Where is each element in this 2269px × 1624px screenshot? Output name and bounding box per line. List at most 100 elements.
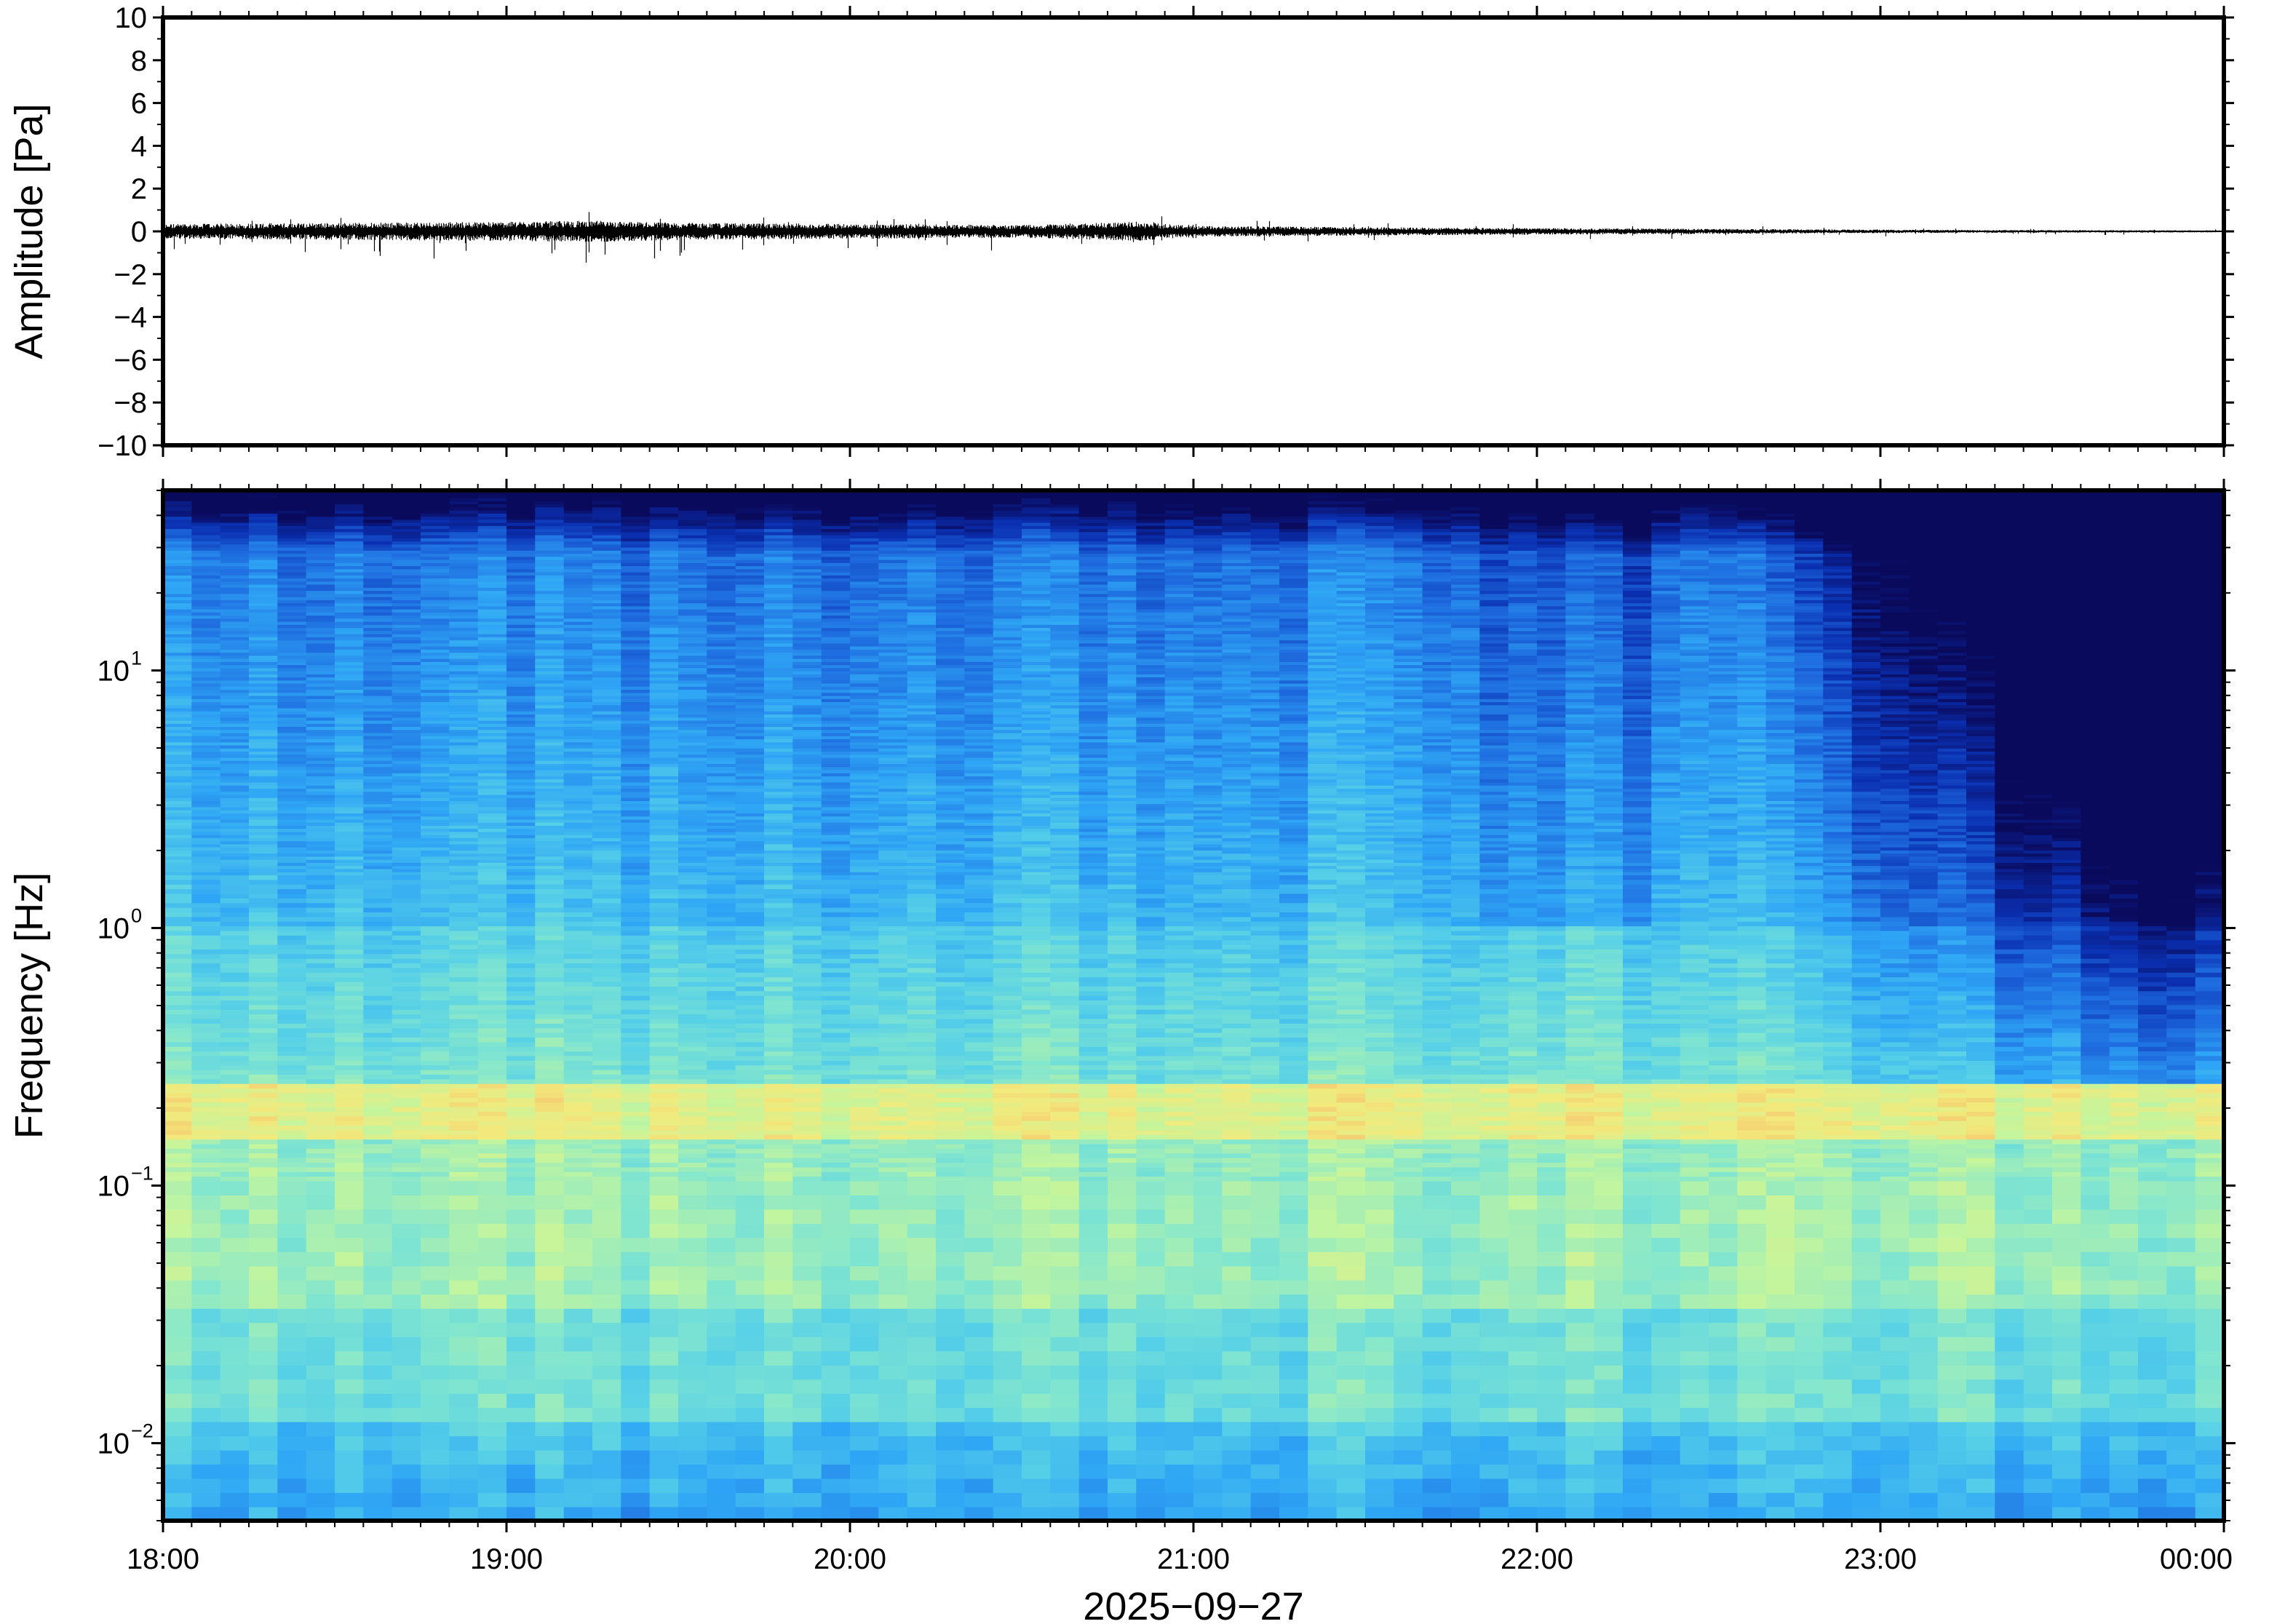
waveform-frame [161,15,2226,447]
heatmap-cell [163,1350,193,1366]
heatmap-cell [735,1237,765,1252]
heatmap-cell [592,850,622,854]
heatmap-cell [592,661,622,666]
heatmap-cell [649,800,679,805]
heatmap-cell [621,1009,651,1015]
heatmap-cell [592,781,622,786]
heatmap-cell [277,976,307,982]
heatmap-cell [678,1088,708,1094]
heatmap-cell [249,1018,279,1024]
heatmap-cell [277,967,307,973]
heatmap-cell [764,736,794,739]
heatmap-cell [449,640,479,644]
heatmap-cell [163,1148,193,1154]
heatmap-cell [649,1083,679,1089]
heatmap-cell [506,967,536,973]
heatmap-cell [392,773,421,776]
heatmap-cell [249,1083,279,1089]
heatmap-cell [535,1125,565,1131]
heatmap-cell [306,1265,335,1281]
heatmap-cell [792,1322,822,1337]
heatmap-cell [220,571,250,576]
heatmap-cell [735,763,765,768]
heatmap-cell [477,949,507,955]
heatmap-cell [592,544,622,548]
heatmap-cell [249,559,279,563]
heatmap-cell [363,995,393,1000]
heatmap-cell [707,506,736,511]
heatmap-cell [449,1083,479,1089]
heatmap-cell [735,819,765,823]
heatmap-cell [707,600,736,604]
heatmap-cell [392,1041,421,1047]
heatmap-cell [735,1492,765,1508]
heatmap-cell [649,819,679,823]
heatmap-cell [563,689,593,693]
heatmap-cell [678,828,708,832]
heatmap-cell [621,828,651,832]
heatmap-cell [306,491,335,495]
heatmap-cell [392,760,421,764]
heatmap-cell [477,828,507,832]
heatmap-cell [563,1506,593,1521]
heatmap-cell [621,1143,651,1149]
heatmap-cell [563,1148,593,1154]
heatmap-cell [563,541,593,545]
heatmap-cell [249,568,279,573]
y-tick-label: −10 [98,430,147,462]
heatmap-cell [249,760,279,764]
heatmap-cell [421,840,450,845]
heatmap-cell [678,717,708,721]
heatmap-cell [421,779,450,783]
heatmap-cell [363,748,393,752]
heatmap-cell [621,513,651,517]
heatmap-cell [421,748,450,752]
heatmap-cell [249,704,279,709]
heatmap-cell [249,1265,279,1281]
heatmap-cell [707,741,736,746]
heatmap-cell [449,1350,479,1366]
heatmap-cell [592,1157,622,1163]
heatmap-cell [335,556,365,560]
heatmap-cell [277,879,307,885]
heatmap-cell [421,686,450,690]
heatmap-cell [707,788,736,792]
heatmap-cell [735,652,765,656]
heatmap-cell [363,1060,393,1066]
heatmap-cell [421,816,450,820]
heatmap-cell [220,1074,250,1080]
heatmap-cell [563,846,593,851]
heatmap-cell [449,773,479,776]
heatmap-cell [421,785,450,789]
heatmap-cell [506,692,536,696]
heatmap-cell [220,581,250,585]
heatmap-cell [592,748,622,752]
heatmap-cell [678,853,708,857]
heatmap-cell [392,972,421,978]
heatmap-cell [649,519,679,523]
heatmap-cell [563,1139,593,1145]
heatmap-cell [649,1464,679,1479]
heatmap-cell [477,850,507,854]
heatmap-cell [421,879,450,885]
heatmap-cell [163,739,193,743]
heatmap-cell [535,1064,565,1070]
heatmap-cell [678,1237,708,1252]
heatmap-cell [621,819,651,823]
heatmap-cell [649,686,679,690]
heatmap-cell [392,627,421,632]
heatmap-cell [220,506,250,511]
heatmap-cell [220,612,250,616]
heatmap-cell [277,907,307,912]
heatmap-cell [535,837,565,842]
heatmap-cell [563,1060,593,1066]
heatmap-cell [707,1004,736,1010]
heatmap-cell [563,720,593,724]
heatmap-cell [764,907,794,912]
heatmap-cell [506,612,536,616]
heatmap-cell [764,590,794,594]
heatmap-cell [506,837,536,842]
heatmap-cell [220,1223,250,1238]
heatmap-cell [449,689,479,693]
heatmap-cell [249,1322,279,1337]
